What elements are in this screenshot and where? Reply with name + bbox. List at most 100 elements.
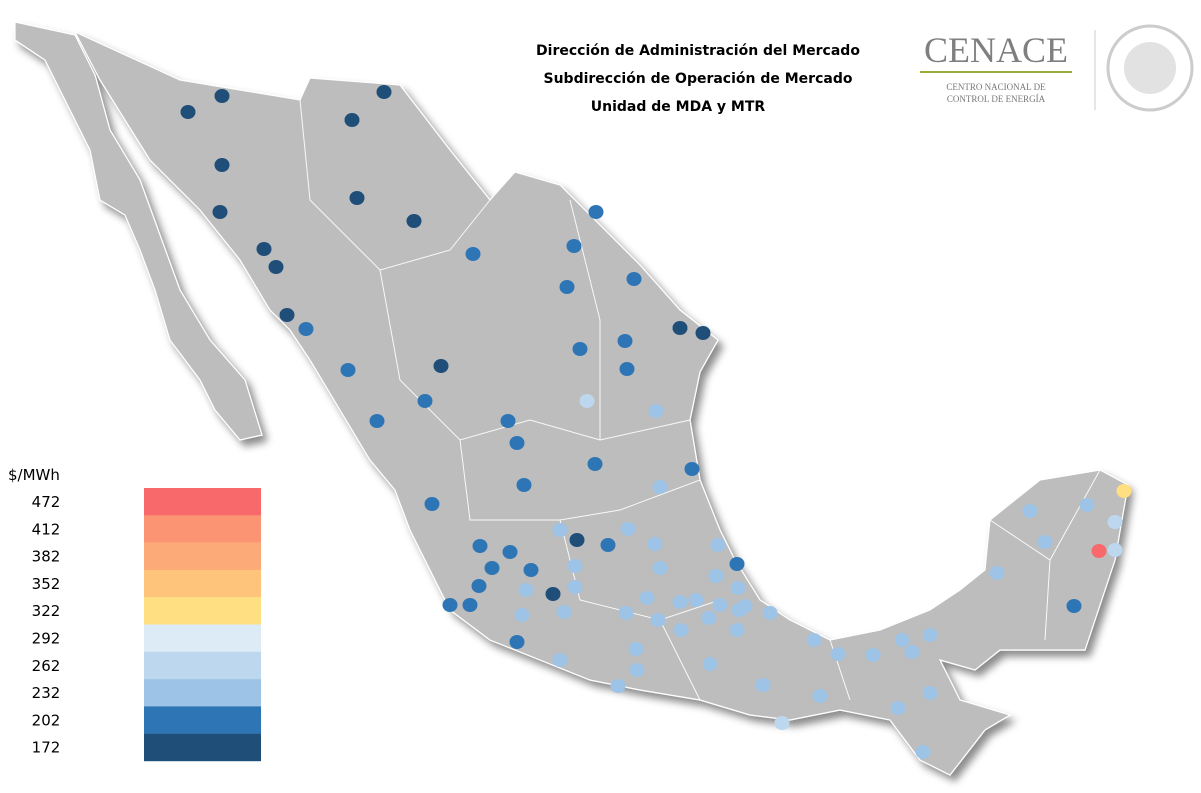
price-dot (340, 363, 356, 377)
price-dot (588, 205, 604, 219)
price-dot (500, 414, 516, 428)
legend-label: 472 (32, 493, 61, 511)
price-dot (701, 611, 717, 625)
price-dot (369, 414, 385, 428)
seal (1124, 42, 1176, 94)
price-dot (708, 569, 724, 583)
price-dot (214, 158, 230, 172)
price-dot (673, 623, 689, 637)
price-dot (484, 561, 500, 575)
price-dot (268, 260, 284, 274)
price-dot (472, 539, 488, 553)
price-dot (647, 537, 663, 551)
price-dot (376, 85, 392, 99)
price-dot (1091, 544, 1107, 558)
legend-swatch (144, 679, 261, 707)
price-dot (989, 566, 1005, 580)
price-dot (774, 716, 790, 730)
price-dot (349, 191, 365, 205)
legend-swatch (144, 624, 261, 652)
legend-label: 262 (32, 657, 61, 675)
price-dot (1107, 515, 1123, 529)
price-dot (729, 623, 745, 637)
legend-label: 322 (32, 602, 61, 620)
price-dot (702, 657, 718, 671)
price-dot (552, 653, 568, 667)
header-line: Unidad de MDA y MTR (591, 99, 766, 115)
price-dot (417, 394, 433, 408)
legend-label: 292 (32, 630, 61, 648)
price-dot (424, 497, 440, 511)
price-dot (442, 598, 458, 612)
legend-unit: $/MWh (8, 466, 60, 484)
price-dot (629, 663, 645, 677)
price-dot (830, 647, 846, 661)
price-dot (1022, 504, 1038, 518)
price-dot (710, 538, 726, 552)
price-dot (806, 633, 822, 647)
price-dot (279, 308, 295, 322)
price-dot (1066, 599, 1082, 613)
price-dot (812, 689, 828, 703)
header-line: Subdirección de Operación de Mercado (544, 71, 853, 87)
price-dot (545, 587, 561, 601)
price-dot (256, 242, 272, 256)
price-dot (587, 457, 603, 471)
price-dot (619, 362, 635, 376)
dots (180, 85, 1132, 759)
price-dot (922, 628, 938, 642)
price-dot (572, 342, 588, 356)
price-dot (1107, 543, 1123, 557)
price-dot (737, 599, 753, 613)
price-dot (406, 214, 422, 228)
price-dot (433, 359, 449, 373)
price-dot (755, 678, 771, 692)
seal (1106, 24, 1194, 112)
legend-label: 202 (32, 711, 61, 729)
legend-label: 352 (32, 575, 61, 593)
header-line: Dirección de Administración del Mercado (536, 43, 860, 59)
logo-name: CENACE (924, 30, 1068, 70)
price-dot (865, 648, 881, 662)
price-dot (610, 679, 626, 693)
price-dot (890, 701, 906, 715)
logo-subtitle: CENTRO NACIONAL DE (946, 82, 1046, 92)
price-dot (1079, 498, 1095, 512)
price-dot (462, 598, 478, 612)
price-dot (600, 538, 616, 552)
price-dot (617, 334, 633, 348)
price-dot (567, 580, 583, 594)
price-dot (523, 563, 539, 577)
legend: 472 412 382 352 322 292 262 232 202 172 (32, 488, 261, 762)
price-dot (688, 593, 704, 607)
price-dot (1037, 535, 1053, 549)
price-dot (298, 322, 314, 336)
legend-swatch (144, 706, 261, 734)
legend-label: 382 (32, 548, 61, 566)
price-dot (729, 557, 745, 571)
price-dot (620, 522, 636, 536)
legend-swatch (144, 515, 261, 543)
price-dot (712, 598, 728, 612)
price-dot (684, 462, 700, 476)
price-dot (465, 247, 481, 261)
price-dot (628, 642, 644, 656)
price-dot (569, 533, 585, 547)
price-dot (672, 595, 688, 609)
price-dot (695, 326, 711, 340)
price-dot (514, 608, 530, 622)
legend-swatch (144, 569, 261, 598)
price-dot (904, 645, 920, 659)
price-dot (552, 523, 568, 537)
price-dot (762, 606, 778, 620)
price-dot (922, 686, 938, 700)
price-dot (672, 321, 688, 335)
legend-swatch (144, 651, 261, 680)
legend-label: 232 (32, 684, 61, 702)
price-dot (516, 478, 532, 492)
price-dot (556, 605, 572, 619)
legend-swatch (144, 597, 261, 625)
legend-swatch (144, 542, 261, 571)
price-dot (639, 591, 655, 605)
price-dot (566, 239, 582, 253)
